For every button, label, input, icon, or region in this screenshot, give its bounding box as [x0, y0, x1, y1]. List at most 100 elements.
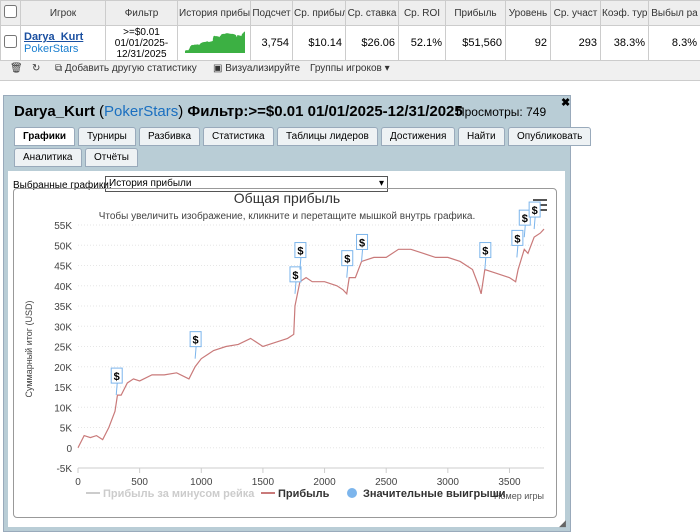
- checkbox[interactable]: [4, 5, 17, 18]
- stat-cell: 8.3%: [648, 25, 700, 61]
- marker-label: $: [522, 213, 528, 225]
- column-header[interactable]: История прибы: [177, 0, 251, 26]
- player-panel: Darya_Kurt (PokerStars) Фильтр:>=$0.01 0…: [3, 95, 592, 532]
- marker-label: $: [114, 371, 120, 383]
- tab[interactable]: Достижения: [381, 127, 456, 146]
- column-header[interactable]: Уровень: [505, 0, 551, 26]
- y-tick-label: 45K: [54, 262, 72, 273]
- stat-cell: 38.3%: [600, 25, 649, 61]
- panel-title: Darya_Kurt (PokerStars) Фильтр:>=$0.01 0…: [14, 103, 463, 120]
- tab[interactable]: Таблицы лидеров: [277, 127, 378, 146]
- trash-icon[interactable]: 🗑: [10, 63, 23, 74]
- player-link[interactable]: Darya_Kurt: [24, 31, 84, 43]
- x-tick-label: 3500: [498, 477, 521, 488]
- column-header[interactable]: Выбыл ра: [648, 0, 700, 26]
- chart-subtitle: Чтобы увеличить изображение, кликните и …: [99, 210, 476, 222]
- visualize-text: Визуализируйте: [225, 63, 301, 74]
- title-site[interactable]: PokerStars: [104, 103, 179, 120]
- tab[interactable]: Разбивка: [139, 127, 201, 146]
- chart-title: Общая прибыль: [234, 190, 340, 206]
- legend-label: Прибыль: [278, 488, 330, 500]
- player-cell: Darya_Kurt PokerStars: [20, 25, 106, 61]
- tab[interactable]: Статистика: [203, 127, 274, 146]
- big-win-marker[interactable]: $: [110, 367, 123, 396]
- legend-item[interactable]: Прибыль за минусом рейка: [86, 488, 255, 500]
- title-filter: Фильтр:>=$0.01 01/01/2025-12/31/2025: [187, 103, 463, 120]
- big-win-marker[interactable]: $: [356, 233, 369, 262]
- add-stat[interactable]: ⧉ Добавить другую статистику: [55, 63, 197, 74]
- tab[interactable]: Найти: [458, 127, 505, 146]
- stat-cell: 3,754: [250, 25, 293, 61]
- big-win-marker[interactable]: $: [511, 229, 524, 258]
- column-header[interactable]: Ср. прибыль: [292, 0, 346, 26]
- marker-label: $: [482, 246, 488, 258]
- y-tick-label: 15K: [54, 383, 72, 394]
- big-win-marker[interactable]: $: [341, 250, 354, 278]
- marker-box: [518, 209, 531, 226]
- stat-cell: 293: [550, 25, 601, 61]
- groups-text: Группы игроков: [310, 63, 382, 74]
- column-header[interactable]: Ср. ROI: [398, 0, 446, 26]
- close-button[interactable]: ✖: [561, 97, 571, 109]
- chart-select[interactable]: История прибыли ▾: [105, 176, 388, 192]
- checkbox-cell[interactable]: [0, 25, 21, 61]
- marker-box: [289, 266, 302, 283]
- column-header[interactable]: Фильтр: [105, 0, 178, 26]
- legend-item[interactable]: Значительные выигрыши: [347, 488, 506, 500]
- x-tick-label: 3000: [437, 477, 460, 488]
- y-tick-label: 10K: [54, 403, 72, 414]
- groups[interactable]: Группы игроков ▾: [310, 63, 390, 74]
- y-tick-label: 5K: [60, 424, 73, 435]
- sparkline-cell: [177, 25, 251, 61]
- select-value: История прибыли: [109, 178, 192, 189]
- title-player: Darya_Kurt: [14, 103, 95, 120]
- stat-cell: $26.06: [345, 25, 399, 61]
- y-axis-label: Суммарный итог (USD): [24, 300, 34, 397]
- tab[interactable]: Опубликовать: [508, 127, 592, 146]
- sparkline-area: [185, 30, 245, 53]
- marker-stem: [115, 383, 118, 396]
- resize-handle[interactable]: ◢: [559, 518, 566, 528]
- column-header[interactable]: Ср. участ: [550, 0, 601, 26]
- legend-label: Прибыль за минусом рейка: [103, 488, 255, 500]
- big-win-marker[interactable]: $: [289, 266, 302, 294]
- tab[interactable]: Турниры: [78, 127, 136, 146]
- column-header[interactable]: Ср. ставка: [345, 0, 399, 26]
- x-tick-label: 500: [131, 477, 148, 488]
- x-tick-label: 1500: [252, 477, 275, 488]
- big-win-marker[interactable]: $: [479, 242, 492, 270]
- title-paren: ): [178, 103, 184, 120]
- marker-stem: [533, 217, 536, 230]
- legend-item[interactable]: Прибыль: [261, 488, 330, 500]
- tab[interactable]: Графики: [14, 127, 76, 146]
- big-win-marker[interactable]: $: [528, 201, 541, 230]
- refresh-icon[interactable]: ↻: [32, 63, 41, 74]
- select-label: Выбранные графики:: [13, 180, 112, 191]
- big-win-marker[interactable]: $: [189, 331, 202, 359]
- stat-cell: $51,560: [445, 25, 506, 61]
- tab[interactable]: Аналитика: [14, 148, 82, 167]
- column-header[interactable]: Прибыль: [445, 0, 506, 26]
- tab[interactable]: Отчёты: [85, 148, 138, 167]
- column-header[interactable]: Игрок: [20, 0, 106, 26]
- profit-line: [77, 228, 545, 449]
- stats-area: Игрок Фильтр История прибы Подсчет Ср. прибы…: [0, 0, 700, 81]
- marker-box: [189, 331, 202, 348]
- marker-label: $: [193, 335, 199, 347]
- site-link[interactable]: PokerStars: [24, 43, 79, 55]
- column-header[interactable]: Коэф. тур: [600, 0, 649, 26]
- marker-stem: [299, 257, 302, 270]
- big-win-marker[interactable]: $: [294, 242, 307, 270]
- y-tick-label: 40K: [54, 282, 72, 293]
- y-tick-label: 25K: [54, 343, 72, 354]
- column-header[interactable]: Подсчет: [250, 0, 293, 26]
- y-tick-label: 55K: [54, 221, 72, 232]
- big-win-marker[interactable]: $: [518, 209, 531, 238]
- marker-box: [356, 233, 369, 250]
- visualize[interactable]: ▣ Визуализируйте: [213, 63, 301, 74]
- marker-label: $: [344, 254, 350, 266]
- checkbox[interactable]: [4, 35, 17, 48]
- filter-cell: >=$0.01 01/01/2025-12/31/2025: [105, 25, 178, 61]
- marker-box: [479, 242, 492, 259]
- checkbox-header[interactable]: [0, 0, 21, 26]
